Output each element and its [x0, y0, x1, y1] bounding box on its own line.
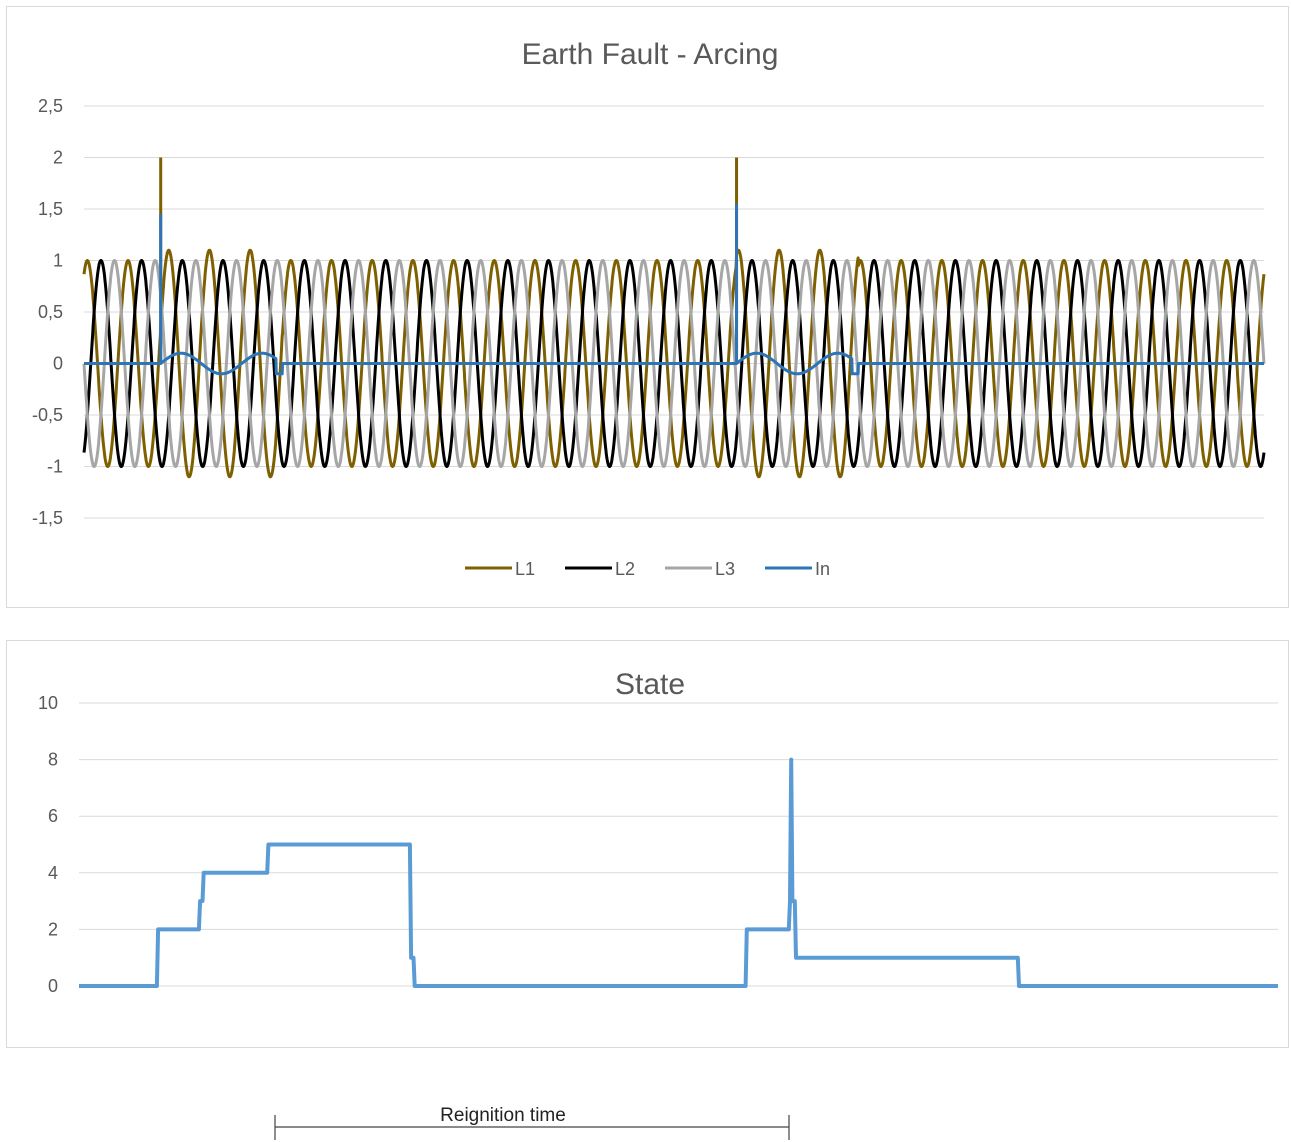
y-tick-label: 0,5	[38, 302, 63, 322]
legend-label-l3: L3	[715, 559, 735, 579]
legend-label-l2: L2	[615, 559, 635, 579]
y-tick-label: -1	[47, 457, 63, 477]
y-tick-label: 8	[48, 750, 58, 770]
y-tick-label: 0	[53, 354, 63, 374]
y-tick-label: 1,5	[38, 199, 63, 219]
reignition-bracket: Reignition time	[274, 1105, 790, 1140]
y-tick-label: 4	[48, 863, 58, 883]
state-chart-frame	[6, 640, 1289, 1048]
y-tick-label: 10	[38, 693, 58, 713]
chart2-series-group	[79, 757, 1278, 988]
y-tick-label: 1	[53, 251, 63, 271]
y-tick-label: 2	[53, 148, 63, 168]
chart2-gridlines	[79, 702, 1278, 987]
chart1-y-axis: 2,5 2 1,5 1 0,5 0 -0,5 -1 -1,5	[32, 96, 63, 528]
series-line-l1	[82, 248, 1266, 479]
chart1-title: Earth Fault - Arcing	[522, 38, 779, 71]
chart2-y-axis: 10 8 6 4 2 0	[38, 693, 58, 996]
y-tick-label: -1,5	[32, 508, 63, 528]
y-tick-label: 2,5	[38, 96, 63, 116]
chart1-series-group	[82, 157, 1266, 479]
series-line-in	[82, 351, 1266, 376]
reignition-time-label: Reignition time	[440, 1105, 566, 1126]
legend-label-in: In	[815, 559, 830, 579]
y-tick-label: -0,5	[32, 405, 63, 425]
y-tick-label: 6	[48, 806, 58, 826]
chart2-title: State	[615, 668, 685, 701]
legend-label-l1: L1	[515, 559, 535, 579]
y-tick-label: 2	[48, 919, 58, 939]
y-tick-label: 0	[48, 976, 58, 996]
chart1-legend: L1 L2 L3 In	[465, 559, 830, 579]
series-line-state	[79, 757, 1278, 988]
